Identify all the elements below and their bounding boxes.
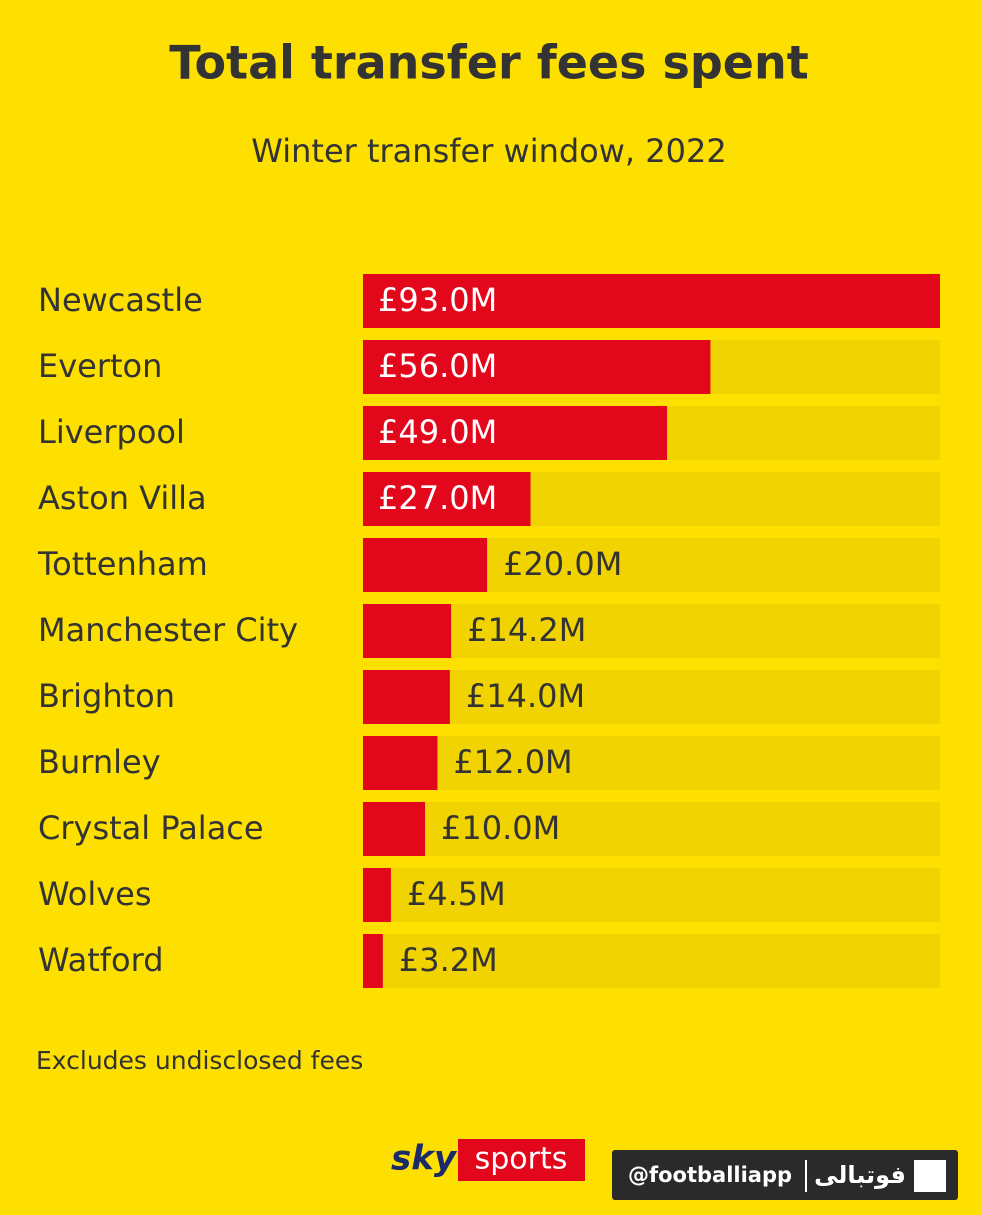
bar	[363, 340, 711, 394]
chart-subtitle: Winter transfer window, 2022	[251, 132, 726, 170]
watermark-brand: فوتبالی	[814, 1161, 906, 1189]
bar-track	[363, 604, 940, 658]
watermark-handle: @footballiapp	[628, 1163, 792, 1187]
category-label: Crystal Palace	[38, 809, 264, 847]
bar-track	[363, 934, 940, 988]
bar-track	[363, 736, 940, 790]
category-label: Aston Villa	[38, 479, 207, 517]
category-label: Wolves	[38, 875, 152, 913]
category-label: Liverpool	[38, 413, 185, 451]
bar	[363, 472, 531, 526]
watermark-box	[612, 1150, 958, 1200]
bar	[363, 802, 426, 856]
value-label: £14.2M	[467, 611, 586, 649]
value-label: £4.5M	[407, 875, 506, 913]
value-label: £10.0M	[441, 809, 560, 847]
value-label: £14.0M	[466, 677, 585, 715]
bar	[363, 406, 668, 460]
value-label: £12.0M	[453, 743, 572, 781]
category-label: Watford	[38, 941, 164, 979]
category-label: Brighton	[38, 677, 175, 715]
bar	[363, 274, 940, 328]
bar	[363, 934, 383, 988]
category-label: Everton	[38, 347, 162, 385]
bar	[363, 736, 438, 790]
watermark-icon	[914, 1160, 946, 1192]
bar	[363, 670, 450, 724]
footnote: Excludes undisclosed fees	[36, 1046, 363, 1075]
bar-track	[363, 802, 940, 856]
value-label: £93.0M	[378, 281, 497, 319]
chart-title: Total transfer fees spent	[169, 36, 809, 90]
value-label: £20.0M	[503, 545, 622, 583]
logo-product: sports	[475, 1142, 568, 1177]
bar-track	[363, 670, 940, 724]
category-label: Newcastle	[38, 281, 203, 319]
logo-box	[458, 1139, 585, 1181]
value-label: £49.0M	[378, 413, 497, 451]
category-label: Burnley	[38, 743, 161, 781]
bar-track	[363, 868, 940, 922]
bar	[363, 538, 488, 592]
category-label: Tottenham	[37, 545, 208, 583]
logo-brand: sky	[391, 1139, 458, 1179]
bar	[363, 868, 391, 922]
value-label: £3.2M	[399, 941, 498, 979]
value-label: £56.0M	[378, 347, 497, 385]
value-label: £27.0M	[378, 479, 497, 517]
category-label: Manchester City	[38, 611, 298, 649]
bar	[363, 604, 452, 658]
